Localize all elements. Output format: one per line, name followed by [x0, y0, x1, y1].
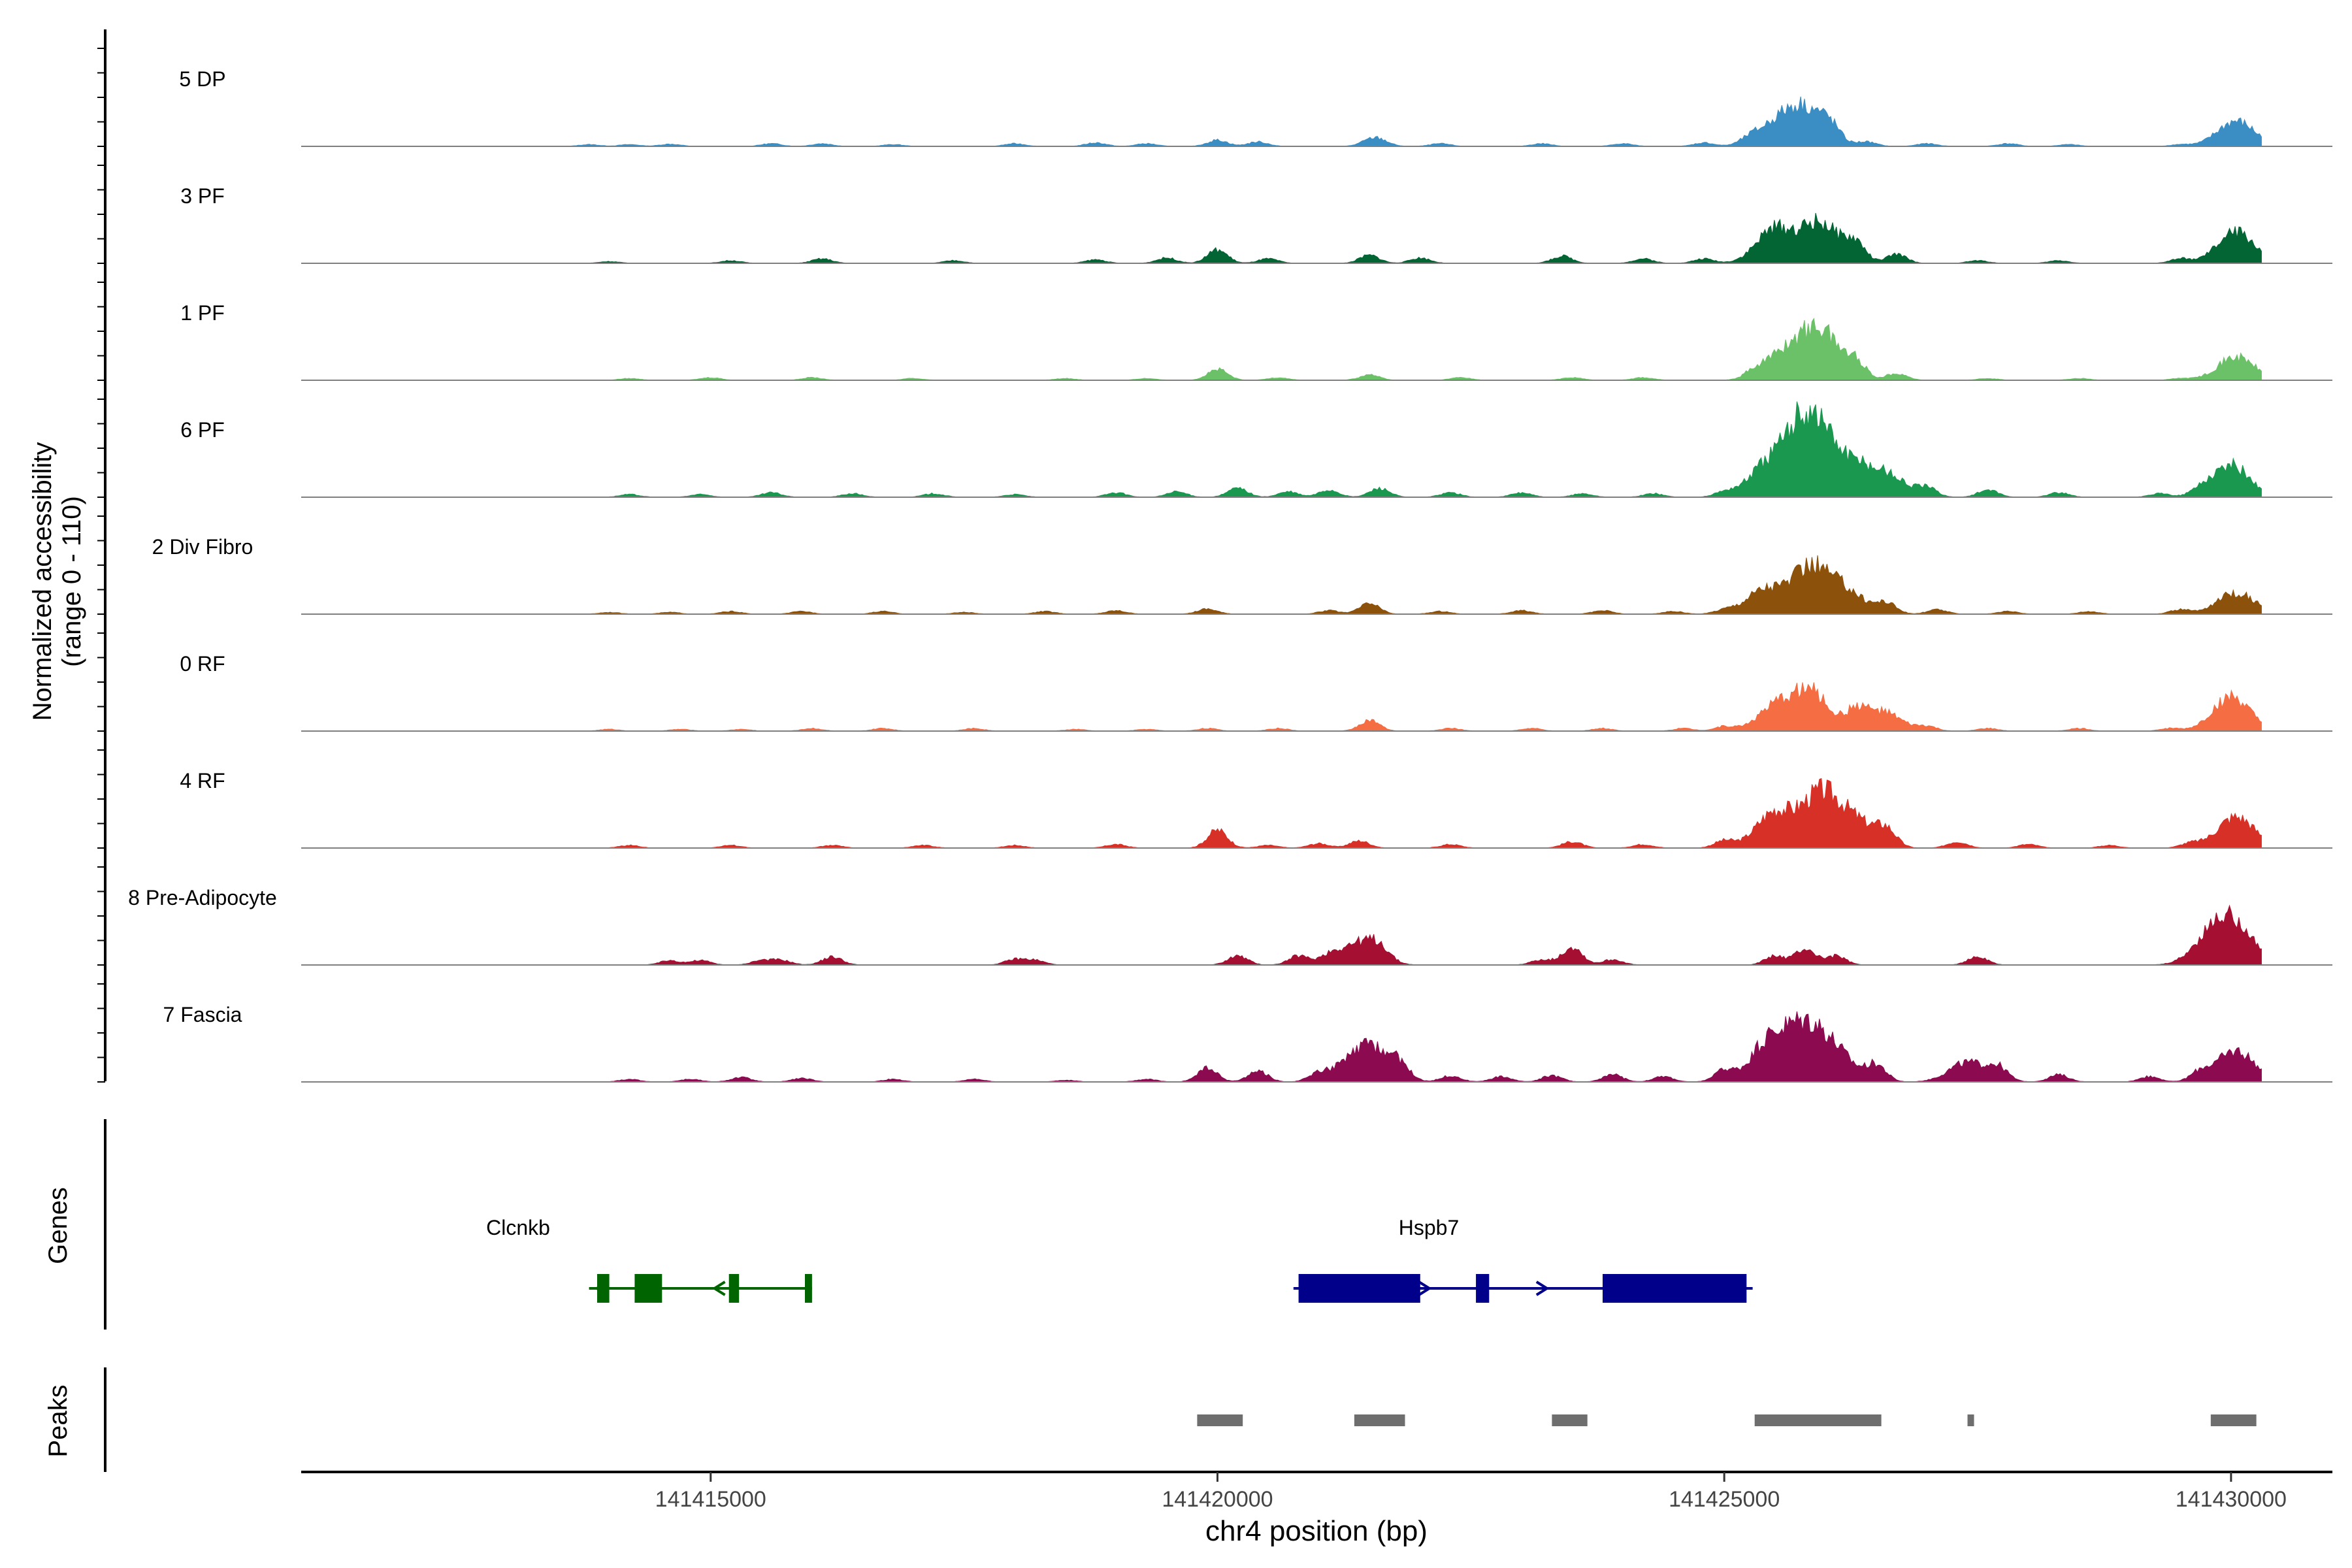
x-tick-label: 141425000 [1669, 1487, 1780, 1512]
coverage-y-ticks [97, 48, 105, 1083]
track-label: 3 PF [180, 184, 225, 208]
track-6-pf: 6 PF [180, 401, 2332, 498]
track-label: 6 PF [180, 418, 225, 442]
track-label: 7 Fascia [163, 1003, 242, 1026]
x-tick-label: 141420000 [1162, 1487, 1273, 1512]
exon [597, 1274, 610, 1303]
track-7-fascia: 7 Fascia [163, 1003, 2332, 1083]
x-tick-label: 141430000 [2176, 1487, 2287, 1512]
peak-region [1552, 1414, 1588, 1426]
coverage-area [568, 682, 2262, 732]
gene-name: Clcnkb [486, 1216, 550, 1239]
track-label: 0 RF [180, 652, 225, 676]
strand-chevron [711, 1281, 726, 1296]
track-label: 4 RF [180, 769, 225, 792]
x-tick-label: 141415000 [655, 1487, 766, 1512]
gene-hspb7: Hspb7 [1293, 1216, 1753, 1303]
y-axis-title: Normalized accessibility [28, 442, 57, 721]
coverage-area [568, 212, 2262, 264]
track-5-dp: 5 DP [179, 67, 2332, 147]
coverage-tracks: 5 DP 3 PF 1 PF 6 PF 2 Div Fibro 0 RF 4 RF 8 Pre… [128, 67, 2332, 1083]
peak-region [1197, 1414, 1243, 1426]
exon [728, 1274, 740, 1303]
x-axis-ticks: 141415000 141420000 141425000 141430000 [655, 1472, 2287, 1512]
peak-region [2210, 1414, 2257, 1426]
track-label: 5 DP [179, 67, 225, 91]
track-label: 8 Pre-Adipocyte [128, 886, 277, 909]
peaks-panel-label: Peaks [44, 1384, 73, 1457]
strand-chevron [1418, 1281, 1432, 1296]
track-8-pre-adipocyte: 8 Pre-Adipocyte [128, 886, 2332, 966]
track-label: 1 PF [180, 301, 225, 325]
exon [634, 1274, 662, 1303]
coverage-area [568, 777, 2262, 849]
gene-clcnkb: Clcnkb [486, 1216, 812, 1303]
exon [1298, 1274, 1420, 1303]
exon [1603, 1274, 1747, 1303]
coverage-area [568, 555, 2262, 615]
track-3-pf: 3 PF [180, 184, 2332, 264]
y-axis-range: (range 0 - 110) [57, 496, 86, 667]
coverage-area [568, 401, 2262, 498]
gene-annotations: Clcnkb Hspb7 [486, 1216, 1753, 1303]
track-0-rf: 0 RF [180, 652, 2332, 732]
coverage-area [568, 96, 2262, 147]
track-2-div-fibro: 2 Div Fibro [152, 535, 2332, 615]
coverage-area [568, 318, 2262, 381]
track-4-rf: 4 RF [180, 769, 2332, 849]
gene-name: Hspb7 [1399, 1216, 1460, 1239]
track-1-pf: 1 PF [180, 301, 2332, 381]
coverage-area [568, 904, 2262, 966]
peak-region [1354, 1414, 1405, 1426]
peak-regions [1197, 1414, 2257, 1426]
coverage-area [568, 1011, 2262, 1083]
genes-panel-label: Genes [44, 1187, 73, 1264]
exon [1476, 1274, 1490, 1303]
track-label: 2 Div Fibro [152, 535, 253, 559]
x-axis-title: chr4 position (bp) [1205, 1515, 1428, 1547]
strand-chevron [1535, 1281, 1550, 1296]
peak-region [1967, 1414, 1974, 1426]
peak-region [1754, 1414, 1882, 1426]
exon [805, 1274, 812, 1303]
